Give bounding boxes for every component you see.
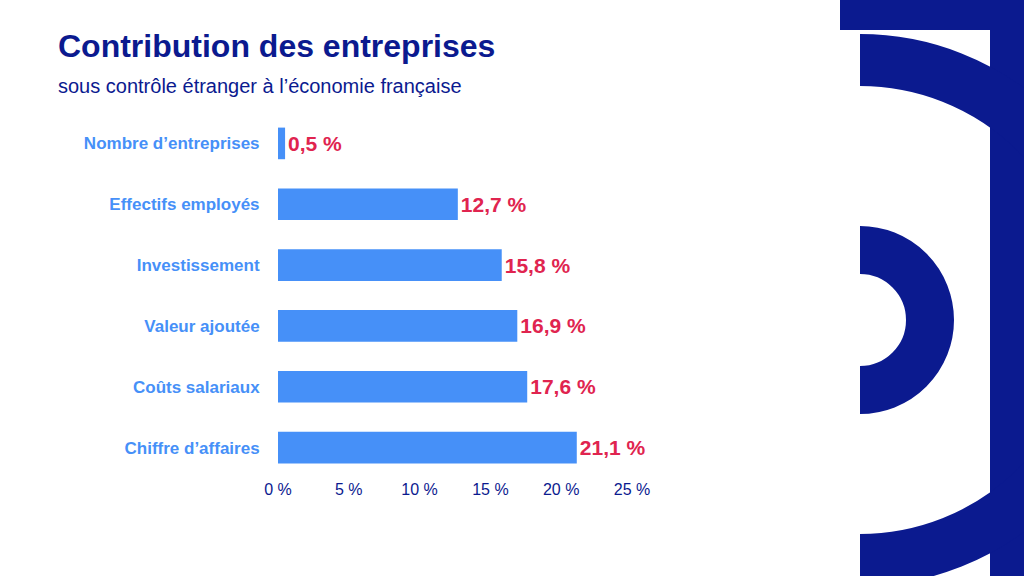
svg-text:0 %: 0 %: [264, 481, 292, 498]
svg-text:20 %: 20 %: [543, 481, 579, 498]
svg-text:16,9 %: 16,9 %: [520, 314, 586, 337]
svg-text:Investissement: Investissement: [137, 256, 260, 275]
svg-text:10 %: 10 %: [401, 481, 437, 498]
svg-text:Chiffre d’affaires: Chiffre d’affaires: [125, 439, 260, 458]
svg-text:Effectifs employés: Effectifs employés: [109, 195, 259, 214]
svg-text:Coûts salariaux: Coûts salariaux: [133, 378, 260, 397]
svg-text:17,6 %: 17,6 %: [530, 375, 596, 398]
svg-text:0,5 %: 0,5 %: [288, 132, 342, 155]
svg-text:Valeur ajoutée: Valeur ajoutée: [144, 317, 259, 336]
svg-text:21,1 %: 21,1 %: [580, 436, 646, 459]
svg-text:15 %: 15 %: [472, 481, 508, 498]
svg-text:15,8 %: 15,8 %: [505, 254, 571, 277]
svg-text:sous contrôle étranger à l’éco: sous contrôle étranger à l’économie fran…: [58, 75, 462, 97]
svg-text:Contribution des entreprises: Contribution des entreprises: [58, 28, 495, 64]
svg-text:25 %: 25 %: [614, 481, 650, 498]
svg-text:5 %: 5 %: [335, 481, 363, 498]
svg-text:Nombre d’entreprises: Nombre d’entreprises: [84, 134, 260, 153]
svg-text:12,7 %: 12,7 %: [461, 193, 527, 216]
